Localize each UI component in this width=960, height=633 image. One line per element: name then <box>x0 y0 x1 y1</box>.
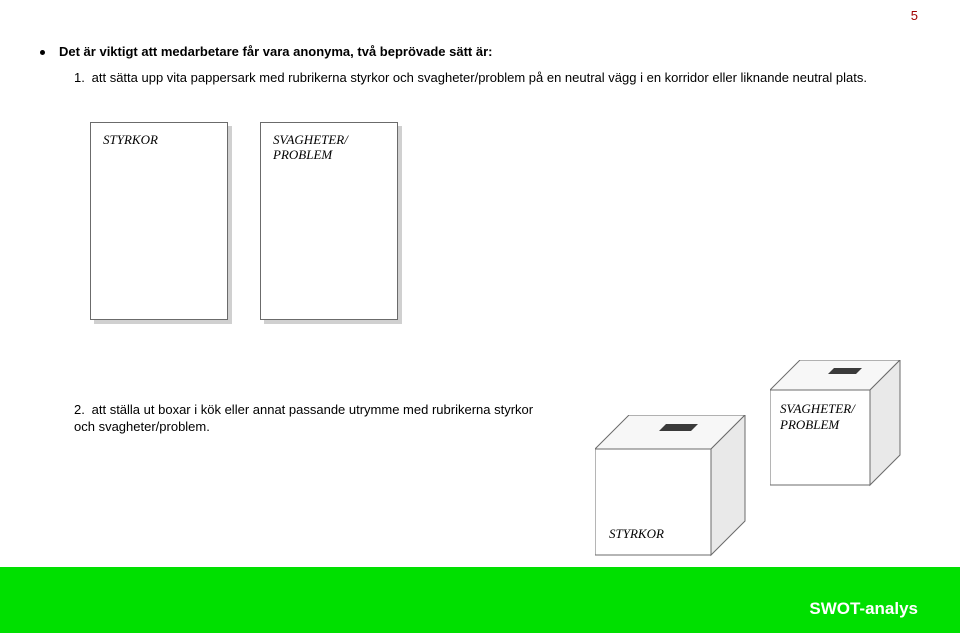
sheet-title-line1: SVAGHETER/ <box>273 133 385 148</box>
sheet-front: SVAGHETER/ PROBLEM <box>260 122 398 320</box>
footer-bar: SWOT-analys <box>0 567 960 633</box>
sheet-title-line2: PROBLEM <box>273 148 385 163</box>
page: 5 Det är viktigt att medarbetare får var… <box>0 0 960 633</box>
box-front-label: STYRKOR <box>609 527 664 542</box>
list-number: 1. <box>74 70 88 87</box>
footer-title: SWOT-analys <box>809 599 918 619</box>
bullet-dot <box>40 50 45 55</box>
bullet-row: Det är viktigt att medarbetare får vara … <box>40 44 493 59</box>
sheet-2: SVAGHETER/ PROBLEM <box>260 122 398 320</box>
sheet-1: STYRKOR <box>90 122 228 320</box>
bullet-text: Det är viktigt att medarbetare får vara … <box>59 44 493 59</box>
sheet-front: STYRKOR <box>90 122 228 320</box>
list-item-2: 2. att ställa ut boxar i kök eller annat… <box>74 402 534 436</box>
list-text: att ställa ut boxar i kök eller annat pa… <box>74 402 533 434</box>
box-front: STYRKOR <box>595 415 755 560</box>
box-back: SVAGHETER/ PROBLEM <box>770 360 910 490</box>
sheet-title: STYRKOR <box>103 133 215 148</box>
page-number: 5 <box>911 8 918 23</box>
list-text: att sätta upp vita pappersark med rubrik… <box>92 70 867 85</box>
list-number: 2. <box>74 402 88 419</box>
boxes-3d: SVAGHETER/ PROBLEM STYRKOR <box>540 360 940 560</box>
box-label-line2: PROBLEM <box>780 418 839 433</box>
box-label-line1: SVAGHETER/ <box>780 402 855 417</box>
list-item-1: 1. att sätta upp vita pappersark med rub… <box>74 70 920 87</box>
paper-sheets: STYRKOR SVAGHETER/ PROBLEM <box>90 122 420 332</box>
